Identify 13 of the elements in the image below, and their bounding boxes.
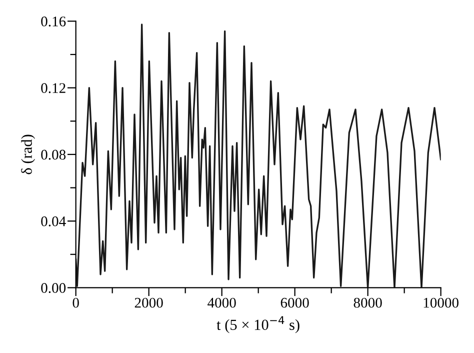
x-tick-label: 6000: [280, 298, 309, 308]
y-tick-label: 0.12: [41, 83, 66, 94]
x-tick-label: 8000: [354, 298, 382, 308]
x-tick-label: 10000: [424, 298, 458, 308]
x-tick-label: 2000: [134, 298, 163, 308]
x-tick-label: 4000: [208, 298, 236, 308]
y-tick-label: 0.16: [41, 16, 66, 26]
y-tick-label: 0.08: [41, 150, 66, 160]
y-tick-label: 0.04: [41, 216, 66, 226]
x-axis-title: t (5 × 10$^{−4}$ s): [216, 316, 300, 334]
y-axis-title: δ (rad): [21, 134, 36, 174]
x-tick-label: 0: [72, 298, 79, 308]
y-tick-label: 0.00: [41, 283, 66, 293]
